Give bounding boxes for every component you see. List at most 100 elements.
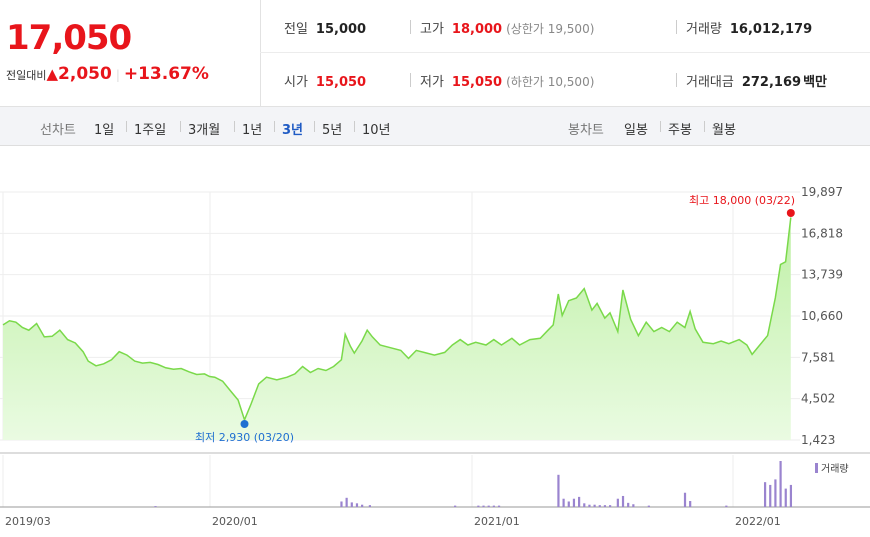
volume-label: 거래량 [686,22,722,37]
volume-bar [763,482,767,507]
volume-bar [562,498,565,507]
period-1d[interactable]: 1일 [94,123,115,138]
divider [676,20,677,34]
change-label: 전일대비 [6,69,47,82]
y-tick-label: 4,502 [801,392,835,406]
high-marker [786,209,795,217]
volume-bar [616,498,619,507]
volume-value: 16,012,179 [729,22,813,37]
candle-daily[interactable]: 일봉 [624,123,648,138]
low-marker [240,420,249,428]
price-box: 17,050 전일대비▲2,050 | +13.67% [0,0,261,106]
volume-bar [492,505,495,507]
divider [660,121,661,132]
change-percent: +13.67% [123,64,209,84]
y-tick-label: 13,739 [801,268,843,282]
volume-bar [598,505,601,507]
period-3y[interactable]: 3년 [282,123,304,138]
volume-legend-label: 거래량 [821,463,849,475]
volume-bars [154,461,793,507]
candle-weekly[interactable]: 주봉 [668,123,692,138]
upper-limit: (상한가 19,500) [506,22,595,36]
line-chart-tab[interactable]: 선차트 [40,123,76,138]
divider [676,73,677,87]
high-label: 고가 [420,22,444,37]
x-tick-label: 2021/01 [474,515,520,528]
trade-value: 거래대금 272,169 백만 [686,71,827,90]
volume-bar [340,501,343,507]
low-value: 15,050 [451,75,503,90]
y-tick-label: 10,660 [801,309,843,323]
price-line [2,217,792,422]
volume-bar [621,495,625,507]
divider [180,121,181,132]
divider [260,52,870,53]
x-tick-label: 2020/01 [212,515,258,528]
low-label: 저가 [420,75,444,90]
trade-value-amount: 272,169 [741,75,802,90]
open-price: 시가 15,050 [284,71,366,90]
volume-bar [497,505,501,507]
x-tick-label: 2022/01 [735,515,781,528]
volume-bar [588,504,591,507]
volume-bar [482,505,485,507]
volume-bar [725,505,728,507]
volume-bar [647,505,650,507]
volume-bar [368,505,371,507]
divider [314,121,315,132]
quote-header: 17,050 전일대비▲2,050 | +13.67% 전일 15,000 고가 18,… [0,0,870,107]
volume-bar [567,501,570,507]
prev-close-value: 15,000 [315,22,367,37]
up-arrow-icon: ▲ [46,65,59,83]
period-3m[interactable]: 3개월 [188,123,221,138]
open-value: 15,050 [315,75,367,90]
period-1y[interactable]: 1년 [242,123,263,138]
volume-bar [593,504,596,507]
divider: | [115,68,120,82]
y-tick-label: 19,897 [801,185,843,199]
y-tick-label: 1,423 [801,433,835,447]
divider [704,121,705,132]
volume-bar [345,497,348,507]
y-tick-label: 16,818 [801,226,843,240]
trade-value-unit: 백만 [803,75,827,90]
period-10y[interactable]: 10년 [362,123,391,138]
volume: 거래량 16,012,179 [686,18,812,37]
divider [126,121,127,132]
volume-bar [774,479,777,507]
candle-chart-tab[interactable]: 봉차트 [568,123,604,138]
divider [410,73,411,87]
x-tick-label: 2019/03 [5,515,51,528]
volume-bar [789,484,793,507]
period-1w[interactable]: 1주일 [134,123,167,138]
trade-value-label: 거래대금 [686,75,734,90]
volume-bar [689,501,692,507]
prev-close-label: 전일 [284,22,308,37]
change-line: 전일대비▲2,050 | +13.67% [6,64,209,84]
volume-bar [355,503,359,507]
volume-bar [784,488,787,507]
prev-close: 전일 15,000 [284,18,366,37]
volume-bar [454,505,457,507]
volume-bar [361,504,364,507]
volume-bar [350,502,353,507]
price-area [3,217,791,440]
period-5y[interactable]: 5년 [322,123,343,138]
low-annotation: 최저 2,930 (03/20) [195,431,294,444]
low-price: 저가 15,050 (하한가 10,500) [420,71,594,90]
divider [274,121,275,132]
volume-bar [572,498,576,507]
volume-bar [632,504,635,507]
candle-monthly[interactable]: 월봉 [712,123,736,138]
change-value: 2,050 [58,64,112,84]
volume-bar [627,502,630,507]
current-price: 17,050 [6,18,132,58]
volume-bar [769,484,772,507]
x-tick-labels: 2019/03 2020/01 2021/01 2022/01 [5,515,781,528]
high-annotation: 최고 18,000 (03/22) [689,194,795,207]
chart-toolbar: 선차트 1일 1주일 3개월 1년 3년 5년 10년 봉차트 일봉 주봉 월봉 [0,107,870,146]
volume-bar [583,503,586,507]
high-value: 18,000 [451,22,503,37]
divider [234,121,235,132]
